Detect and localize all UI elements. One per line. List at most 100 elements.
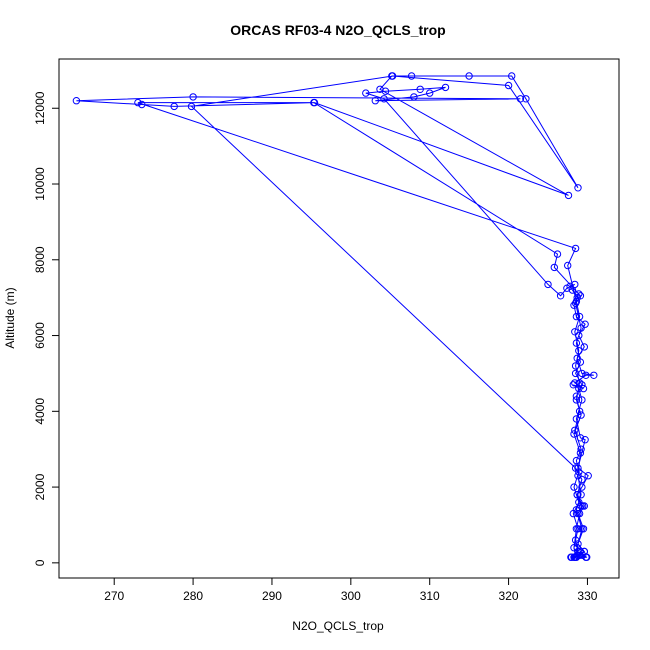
data-point [578, 475, 586, 484]
data-point [72, 97, 81, 105]
x-tick-label: 310 [420, 589, 440, 603]
data-point [564, 191, 573, 200]
data-point [574, 525, 582, 533]
y-tick-label: 0 [33, 559, 47, 566]
data-point [584, 472, 592, 480]
data-point [570, 301, 578, 309]
data-point [572, 506, 581, 514]
plot-frame [58, 58, 620, 579]
y-tick-label: 4000 [33, 398, 47, 425]
chart-title: ORCAS RF03-4 N2O_QCLS_trop [230, 22, 445, 38]
data-point [544, 280, 552, 289]
data-point [572, 396, 581, 404]
data-point [575, 407, 584, 415]
data-point [576, 292, 585, 300]
x-tick-label: 330 [577, 589, 597, 603]
x-tick-label: 300 [341, 589, 361, 603]
data-point [576, 547, 585, 556]
data-point [570, 544, 578, 552]
data-point [553, 250, 562, 258]
data-point [582, 371, 590, 379]
data-point [573, 491, 581, 499]
x-axis: 270 280 290 300 310 320 330 [104, 577, 598, 603]
data-point [579, 502, 587, 510]
x-tick-label: 290 [262, 589, 282, 603]
data-point [570, 483, 578, 491]
data-point [441, 83, 450, 92]
data-point [574, 464, 582, 472]
x-tick-label: 320 [499, 589, 519, 603]
data-point [577, 411, 585, 419]
y-axis-label: Altitude (m) [3, 287, 17, 348]
data-point [583, 553, 591, 561]
data-point [465, 72, 473, 80]
data-point [407, 72, 416, 80]
y-tick-label: 10000 [33, 167, 47, 201]
data-point [590, 371, 598, 379]
data-point [571, 280, 579, 289]
data-point [572, 339, 581, 347]
data-point [522, 95, 530, 103]
data-point [550, 263, 558, 272]
data-point [574, 540, 582, 548]
data-point [571, 369, 580, 378]
data-point [508, 72, 516, 80]
data-point [577, 491, 585, 499]
data-point [570, 430, 578, 438]
y-tick-label: 8000 [33, 246, 47, 273]
data-point [187, 102, 196, 111]
data-point [572, 297, 581, 306]
data-point [571, 328, 579, 336]
data-point [579, 525, 588, 533]
data-point [575, 379, 584, 387]
data-point [575, 312, 584, 321]
data-point [576, 358, 585, 366]
y-tick-label: 12000 [33, 91, 47, 125]
data-point [571, 362, 580, 370]
data-point [571, 379, 579, 387]
data-point [575, 347, 583, 355]
data-point [578, 396, 586, 404]
data-point [371, 97, 379, 105]
data-point [571, 536, 580, 544]
data-point [577, 445, 585, 453]
data-point [572, 456, 581, 465]
data-point [376, 85, 384, 94]
data-point [556, 292, 565, 300]
data-point [572, 415, 581, 423]
data-point [426, 89, 434, 97]
data-point [578, 381, 586, 389]
data-point [362, 89, 370, 97]
series-line [76, 75, 594, 559]
data-point [575, 290, 583, 298]
data-point [576, 449, 585, 457]
data-point [571, 426, 579, 434]
data-point [575, 331, 583, 340]
data-point [564, 261, 572, 270]
data-point [170, 102, 178, 111]
data-point [563, 284, 571, 292]
data-point [577, 324, 585, 332]
data-point [579, 551, 587, 559]
data-point [310, 98, 319, 107]
data-point [574, 184, 582, 192]
data-point [567, 553, 575, 561]
data-point [134, 98, 142, 107]
x-tick-label: 270 [104, 589, 124, 603]
data-point [571, 244, 580, 253]
data-point [574, 509, 582, 518]
data-point [581, 320, 589, 328]
data-point [576, 434, 585, 442]
data-point [416, 85, 424, 94]
data-point [504, 81, 513, 90]
y-tick-label: 6000 [33, 322, 47, 349]
data-point [580, 343, 588, 351]
data-point [579, 384, 588, 393]
data-point [572, 392, 581, 400]
data-point [575, 498, 583, 506]
y-tick-label: 2000 [33, 473, 47, 500]
data-point [581, 436, 589, 444]
y-axis: 0 2000 4000 6000 8000 10000 12000 [33, 91, 60, 566]
data-point [138, 100, 146, 109]
